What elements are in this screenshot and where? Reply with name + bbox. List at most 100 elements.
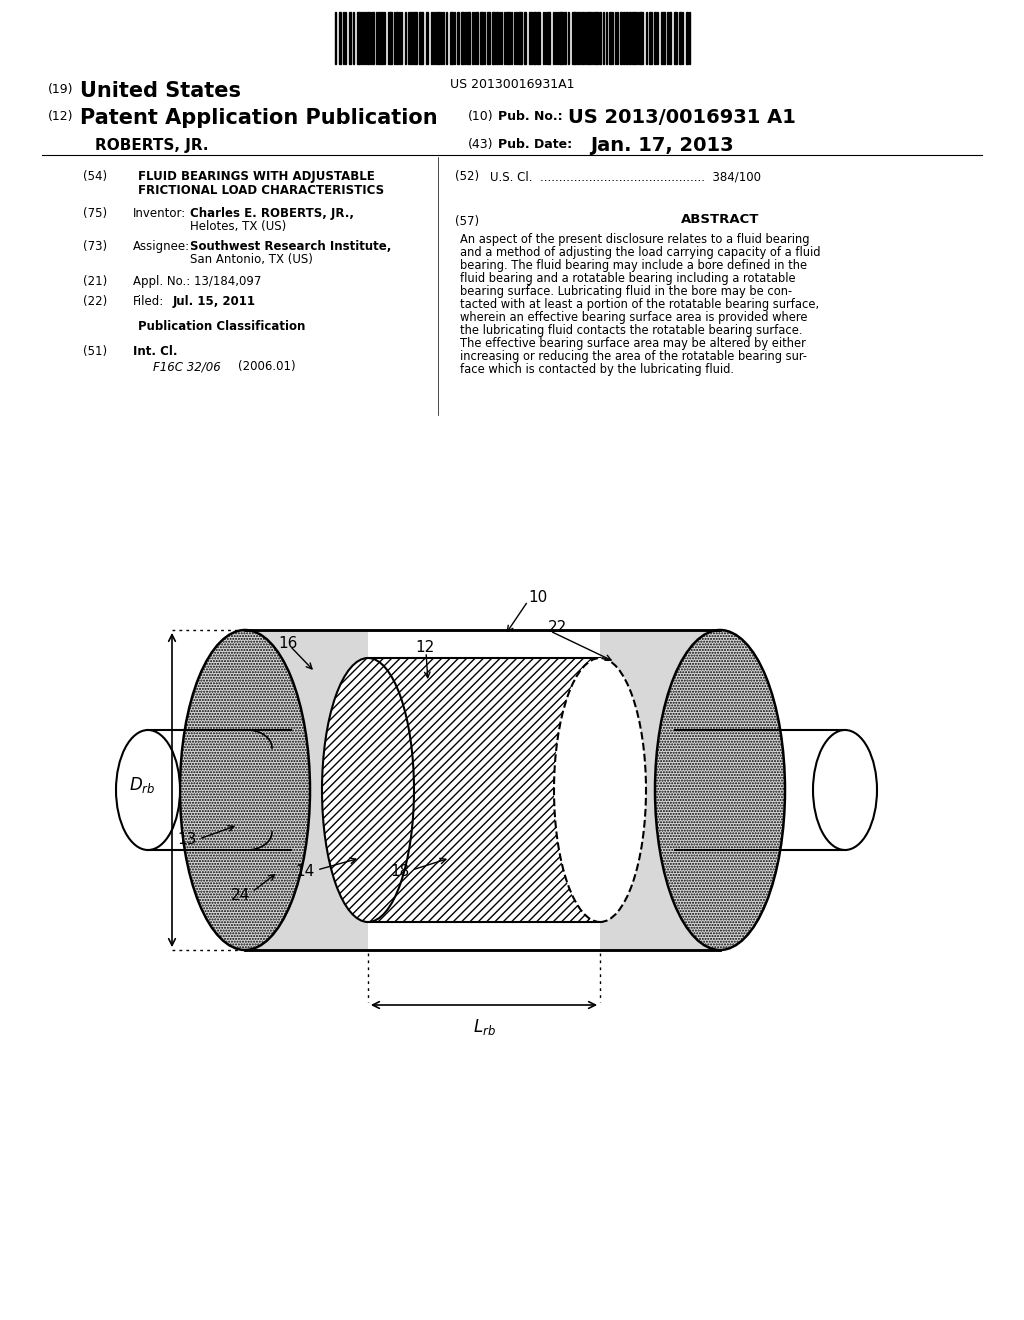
Text: Charles E. ROBERTS, JR.,: Charles E. ROBERTS, JR.,	[190, 207, 354, 220]
Text: 14: 14	[296, 865, 315, 879]
Bar	[480, 12, 483, 63]
Bar	[649, 12, 652, 63]
Text: ABSTRACT: ABSTRACT	[681, 213, 759, 226]
Bar	[577, 12, 579, 63]
Text: Assignee:: Assignee:	[133, 240, 190, 253]
Text: ROBERTS, JR.: ROBERTS, JR.	[95, 139, 209, 153]
Text: (43): (43)	[468, 139, 494, 150]
Text: (75): (75)	[83, 207, 108, 220]
Bar	[626, 12, 628, 63]
Text: Helotes, TX (US): Helotes, TX (US)	[190, 220, 287, 234]
Bar	[467, 12, 470, 63]
Bar	[632, 12, 636, 63]
Text: Int. Cl.: Int. Cl.	[133, 345, 177, 358]
Text: $D_{rb}$: $D_{rb}$	[129, 775, 156, 795]
Text: $L_{rb}$: $L_{rb}$	[472, 1016, 496, 1038]
Text: (52): (52)	[455, 170, 479, 183]
Bar	[367, 12, 369, 63]
Bar	[594, 12, 598, 63]
Bar	[457, 12, 459, 63]
Bar	[368, 657, 600, 921]
Bar	[600, 630, 720, 950]
Text: (57): (57)	[455, 215, 479, 228]
Bar	[679, 12, 681, 63]
Text: bearing surface. Lubricating fluid in the bore may be con-: bearing surface. Lubricating fluid in th…	[460, 285, 793, 298]
Bar	[461, 12, 464, 63]
Ellipse shape	[813, 730, 877, 850]
Bar	[559, 12, 563, 63]
Bar	[720, 730, 845, 850]
Text: (21): (21)	[83, 275, 108, 288]
Text: 24: 24	[230, 887, 250, 903]
Text: 12: 12	[416, 640, 434, 656]
Bar	[357, 12, 360, 63]
Text: (73): (73)	[83, 240, 108, 253]
Bar	[587, 12, 591, 63]
Bar	[496, 12, 498, 63]
Bar	[368, 657, 600, 921]
Text: US 2013/0016931 A1: US 2013/0016931 A1	[568, 108, 796, 127]
Text: United States: United States	[80, 81, 241, 102]
Bar	[609, 12, 611, 63]
Bar	[426, 12, 428, 63]
Text: 13: 13	[177, 833, 197, 847]
Text: 22: 22	[548, 620, 567, 635]
Text: 16: 16	[279, 635, 298, 651]
Text: San Antonio, TX (US): San Antonio, TX (US)	[190, 253, 313, 267]
Bar	[339, 12, 341, 63]
Bar	[572, 12, 575, 63]
Text: Pub. Date:: Pub. Date:	[498, 139, 572, 150]
Text: Publication Classification: Publication Classification	[138, 319, 305, 333]
Text: (12): (12)	[48, 110, 74, 123]
Text: (54): (54)	[83, 170, 108, 183]
Bar	[419, 12, 423, 63]
Bar	[547, 12, 550, 63]
Bar	[492, 12, 495, 63]
Bar	[534, 12, 536, 63]
Bar	[669, 12, 671, 63]
Bar	[410, 12, 412, 63]
Text: Jan. 17, 2013: Jan. 17, 2013	[590, 136, 733, 154]
Text: Inventor:: Inventor:	[133, 207, 186, 220]
Text: (10): (10)	[468, 110, 494, 123]
Bar	[372, 12, 374, 63]
Bar	[674, 12, 677, 63]
Text: U.S. Cl.  ............................................  384/100: U.S. Cl. ...............................…	[490, 170, 761, 183]
Text: (22): (22)	[83, 294, 108, 308]
Bar	[487, 12, 490, 63]
Text: The effective bearing surface area may be altered by either: The effective bearing surface area may b…	[460, 337, 806, 350]
Text: F16C 32/06: F16C 32/06	[153, 360, 221, 374]
Bar	[381, 12, 383, 63]
Text: wherein an effective bearing surface area is provided where: wherein an effective bearing surface are…	[460, 312, 808, 323]
Text: Jul. 15, 2011: Jul. 15, 2011	[173, 294, 256, 308]
Text: Pub. No.:: Pub. No.:	[498, 110, 562, 123]
Text: (2006.01): (2006.01)	[238, 360, 296, 374]
Text: face which is contacted by the lubricating fluid.: face which is contacted by the lubricati…	[460, 363, 734, 376]
Bar	[506, 12, 510, 63]
Text: 18: 18	[391, 865, 410, 879]
Bar	[686, 12, 688, 63]
Text: Appl. No.: 13/184,097: Appl. No.: 13/184,097	[133, 275, 261, 288]
Bar	[564, 12, 566, 63]
Bar	[620, 12, 622, 63]
Bar	[476, 12, 478, 63]
Bar	[599, 12, 601, 63]
Text: Southwest Research Institute,: Southwest Research Institute,	[190, 240, 391, 253]
Text: 10: 10	[528, 590, 547, 606]
Text: Filed:: Filed:	[133, 294, 164, 308]
Bar	[388, 12, 392, 63]
Text: Patent Application Publication: Patent Application Publication	[80, 108, 437, 128]
Bar	[450, 12, 453, 63]
Bar	[629, 12, 631, 63]
Text: US 20130016931A1: US 20130016931A1	[450, 78, 574, 91]
Text: FLUID BEARINGS WITH ADJUSTABLE: FLUID BEARINGS WITH ADJUSTABLE	[138, 170, 375, 183]
Bar	[100, 579, 940, 1060]
Bar	[396, 12, 398, 63]
Bar	[623, 12, 625, 63]
Text: An aspect of the present disclosure relates to a fluid bearing: An aspect of the present disclosure rela…	[460, 234, 810, 246]
Bar	[654, 12, 656, 63]
Text: bearing. The fluid bearing may include a bore defined in the: bearing. The fluid bearing may include a…	[460, 259, 807, 272]
Bar	[529, 12, 532, 63]
Text: (19): (19)	[48, 83, 74, 96]
Ellipse shape	[180, 630, 310, 950]
